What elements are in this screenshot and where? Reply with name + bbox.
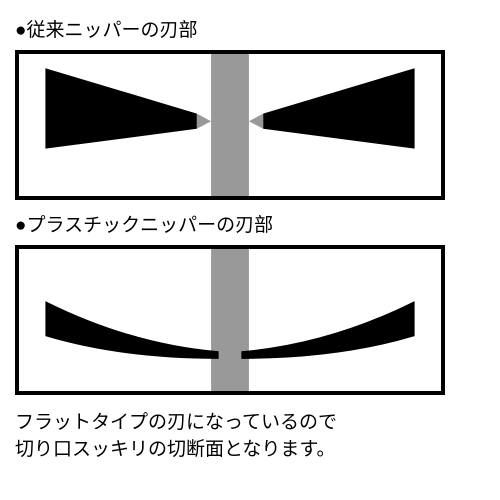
plastic-svg bbox=[19, 249, 441, 391]
plastic-nipper-section: ●プラスチックニッパーの刃部 bbox=[15, 210, 485, 395]
vertical-bar bbox=[211, 249, 249, 391]
conventional-label: ●従来ニッパーの刃部 bbox=[15, 15, 485, 42]
footer-description: フラットタイプの刃になっているので 切り口スッキリの切断面となります。 bbox=[15, 410, 485, 463]
conventional-nipper-section: ●従来ニッパーの刃部 bbox=[15, 15, 485, 200]
right-notch bbox=[249, 114, 263, 129]
footer-line1: フラットタイプの刃になっているので bbox=[15, 410, 485, 437]
left-blade bbox=[45, 68, 196, 148]
left-notch bbox=[197, 114, 211, 129]
footer-line2: 切り口スッキリの切断面となります。 bbox=[15, 437, 485, 464]
plastic-label: ●プラスチックニッパーの刃部 bbox=[15, 210, 485, 237]
vertical-bar bbox=[211, 54, 249, 196]
conventional-diagram bbox=[15, 50, 445, 200]
right-blade bbox=[263, 68, 414, 148]
conventional-svg bbox=[19, 54, 441, 196]
right-curved-blade bbox=[241, 301, 414, 359]
plastic-diagram bbox=[15, 245, 445, 395]
left-curved-blade bbox=[45, 301, 218, 359]
